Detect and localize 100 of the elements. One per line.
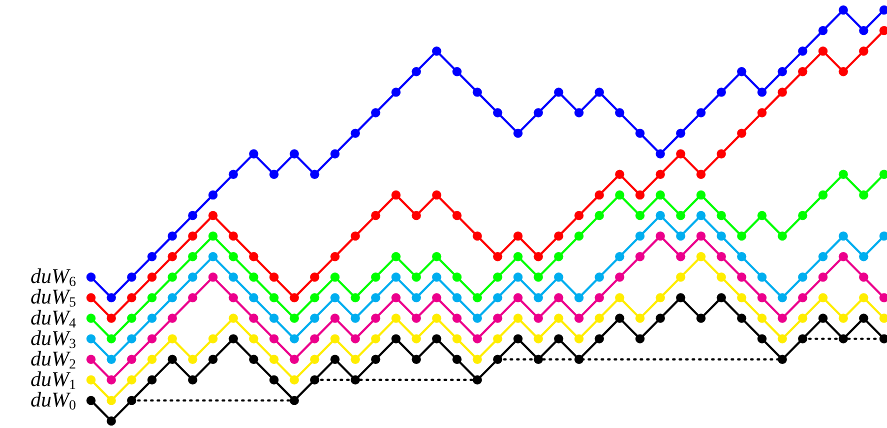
point [676,149,686,158]
point [615,293,624,302]
point [818,314,828,323]
point [350,354,360,364]
point [269,334,279,344]
point [676,210,686,220]
point [208,272,218,282]
point [574,334,584,344]
point [635,190,645,200]
point [208,354,218,364]
point [696,231,706,241]
point [168,314,177,323]
point [350,128,360,138]
point [696,314,706,323]
point [432,46,442,56]
point [208,252,218,262]
point [147,354,157,364]
point [188,210,198,220]
point [208,190,218,200]
point [676,128,686,138]
point [594,88,604,97]
point [452,334,462,344]
point [452,314,462,323]
point [493,108,502,118]
point [127,354,136,364]
point [86,396,96,406]
point [350,231,360,241]
point [696,190,706,200]
point [757,108,767,118]
point [188,293,198,302]
point [228,314,238,323]
point [168,334,177,344]
point [737,67,746,76]
point [778,293,787,302]
point [106,375,116,384]
point [350,334,360,344]
point [86,272,96,282]
point [513,128,523,138]
point [310,272,320,282]
point [188,231,198,241]
point [391,272,401,282]
point [513,334,523,344]
point [208,210,218,220]
point [249,354,258,364]
point [350,314,360,323]
point [574,231,584,241]
point [391,293,401,302]
point [168,354,177,364]
point [493,314,502,323]
point [432,314,442,323]
point [879,26,887,36]
point [838,5,848,15]
point [432,293,442,302]
point [859,190,868,200]
point [290,375,299,384]
point [757,272,767,282]
point [290,149,299,158]
point [86,354,96,364]
point [269,354,279,364]
point [472,231,482,241]
point [290,293,299,302]
point [432,252,442,262]
point [656,293,665,302]
point [472,375,482,384]
point [269,293,279,302]
point [859,252,868,262]
point [330,252,340,262]
point [716,210,726,220]
point [228,293,238,302]
point [716,252,726,262]
point [452,354,462,364]
point [594,293,604,302]
point [106,416,116,426]
point [716,272,726,282]
point [574,314,584,323]
point [412,210,421,220]
point [757,334,767,344]
point [147,314,157,323]
point [412,293,421,302]
point [716,293,726,302]
point [290,314,299,323]
point [757,314,767,323]
point [371,210,380,220]
point [412,334,421,344]
point [554,252,564,262]
point [859,26,868,36]
point [594,190,604,200]
point [168,231,177,241]
point [330,314,340,323]
point [188,272,198,282]
point [147,252,157,262]
point [798,293,808,302]
point [594,314,604,323]
point [310,293,320,302]
point [228,334,238,344]
point [249,149,258,158]
point [594,334,604,344]
point [493,293,502,302]
point [249,293,258,302]
point [778,334,787,344]
